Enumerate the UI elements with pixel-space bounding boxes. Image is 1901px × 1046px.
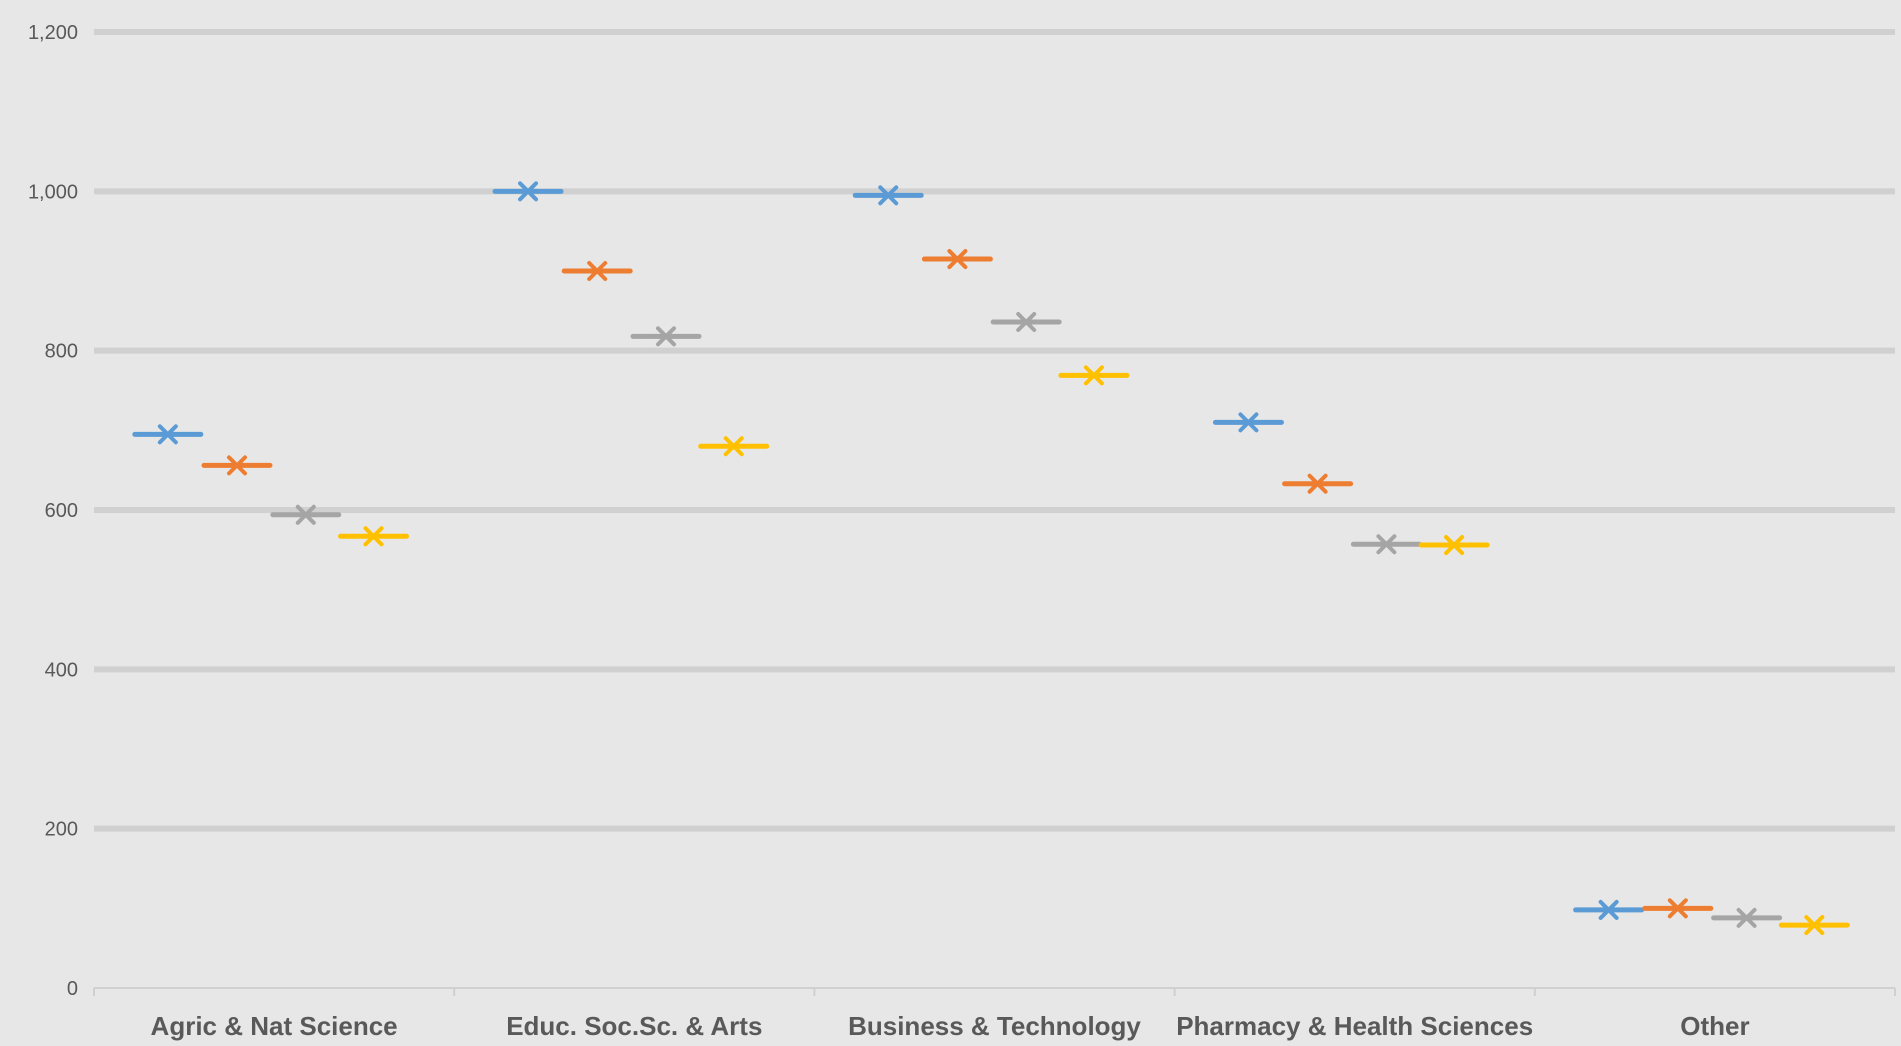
data-point [630,326,702,347]
data-point [1778,915,1850,936]
data-point [921,249,993,270]
x-category-label: Other [1680,1011,1749,1041]
data-point-cross-b [1598,899,1619,920]
data-point-cross-b [226,455,247,476]
data-point [698,436,770,457]
axes [93,987,1896,996]
data-point-cross-b [1804,915,1825,936]
data-point-cross-b [947,249,968,270]
data-point-cross-b [723,436,744,457]
data-point-cross-b [363,526,384,547]
y-axis-tick-labels: 0 200 400 600 800 1,000 1,200 [28,22,78,1000]
y-tick-label: 1,000 [28,181,78,203]
y-tick-label: 200 [45,819,78,841]
data-point [852,185,924,206]
data-point-cross-b [878,185,899,206]
data-point [561,261,633,281]
x-category-label: Pharmacy & Health Sciences [1176,1011,1533,1041]
data-point [1711,907,1783,928]
data-point-cross-b [518,181,539,202]
data-point [1212,412,1284,433]
data-point-cross-b [295,504,316,525]
data-point-cross-b [1444,535,1465,556]
data-markers [132,181,1850,936]
data-point-cross-b [1016,311,1037,332]
data-point-cross-b [655,326,676,347]
data-point [1282,473,1354,494]
y-tick-label: 600 [45,500,78,522]
data-point [492,181,564,202]
data-point-cross-b [1667,898,1688,919]
data-point-cross-b [1307,473,1328,494]
data-point [338,526,410,547]
x-category-label: Educ. Soc.Sc. & Arts [506,1011,762,1041]
data-point-cross-b [1083,365,1104,386]
data-point-cross-b [157,424,178,445]
x-axis-category-labels: Agric & Nat Science Educ. Soc.Sc. & Arts B… [151,1011,1750,1041]
y-tick-label: 800 [45,341,78,363]
data-point [270,504,342,525]
data-point [1573,899,1645,920]
data-point [990,311,1062,332]
x-category-label: Agric & Nat Science [151,1011,398,1041]
data-point-cross-b [1736,907,1757,928]
data-point-cross-b [587,261,608,281]
y-tick-label: 1,200 [28,22,78,44]
y-tick-label: 0 [67,978,78,1000]
data-point [132,424,204,445]
data-point [1418,535,1490,556]
x-category-label: Business & Technology [848,1011,1141,1041]
data-point [1350,534,1422,555]
data-point [201,455,273,476]
y-tick-label: 400 [45,659,78,681]
gridlines [94,29,1895,832]
data-point-cross-b [1238,412,1259,433]
data-point [1642,898,1714,919]
data-point-cross-b [1376,534,1397,555]
data-point [1058,365,1130,386]
